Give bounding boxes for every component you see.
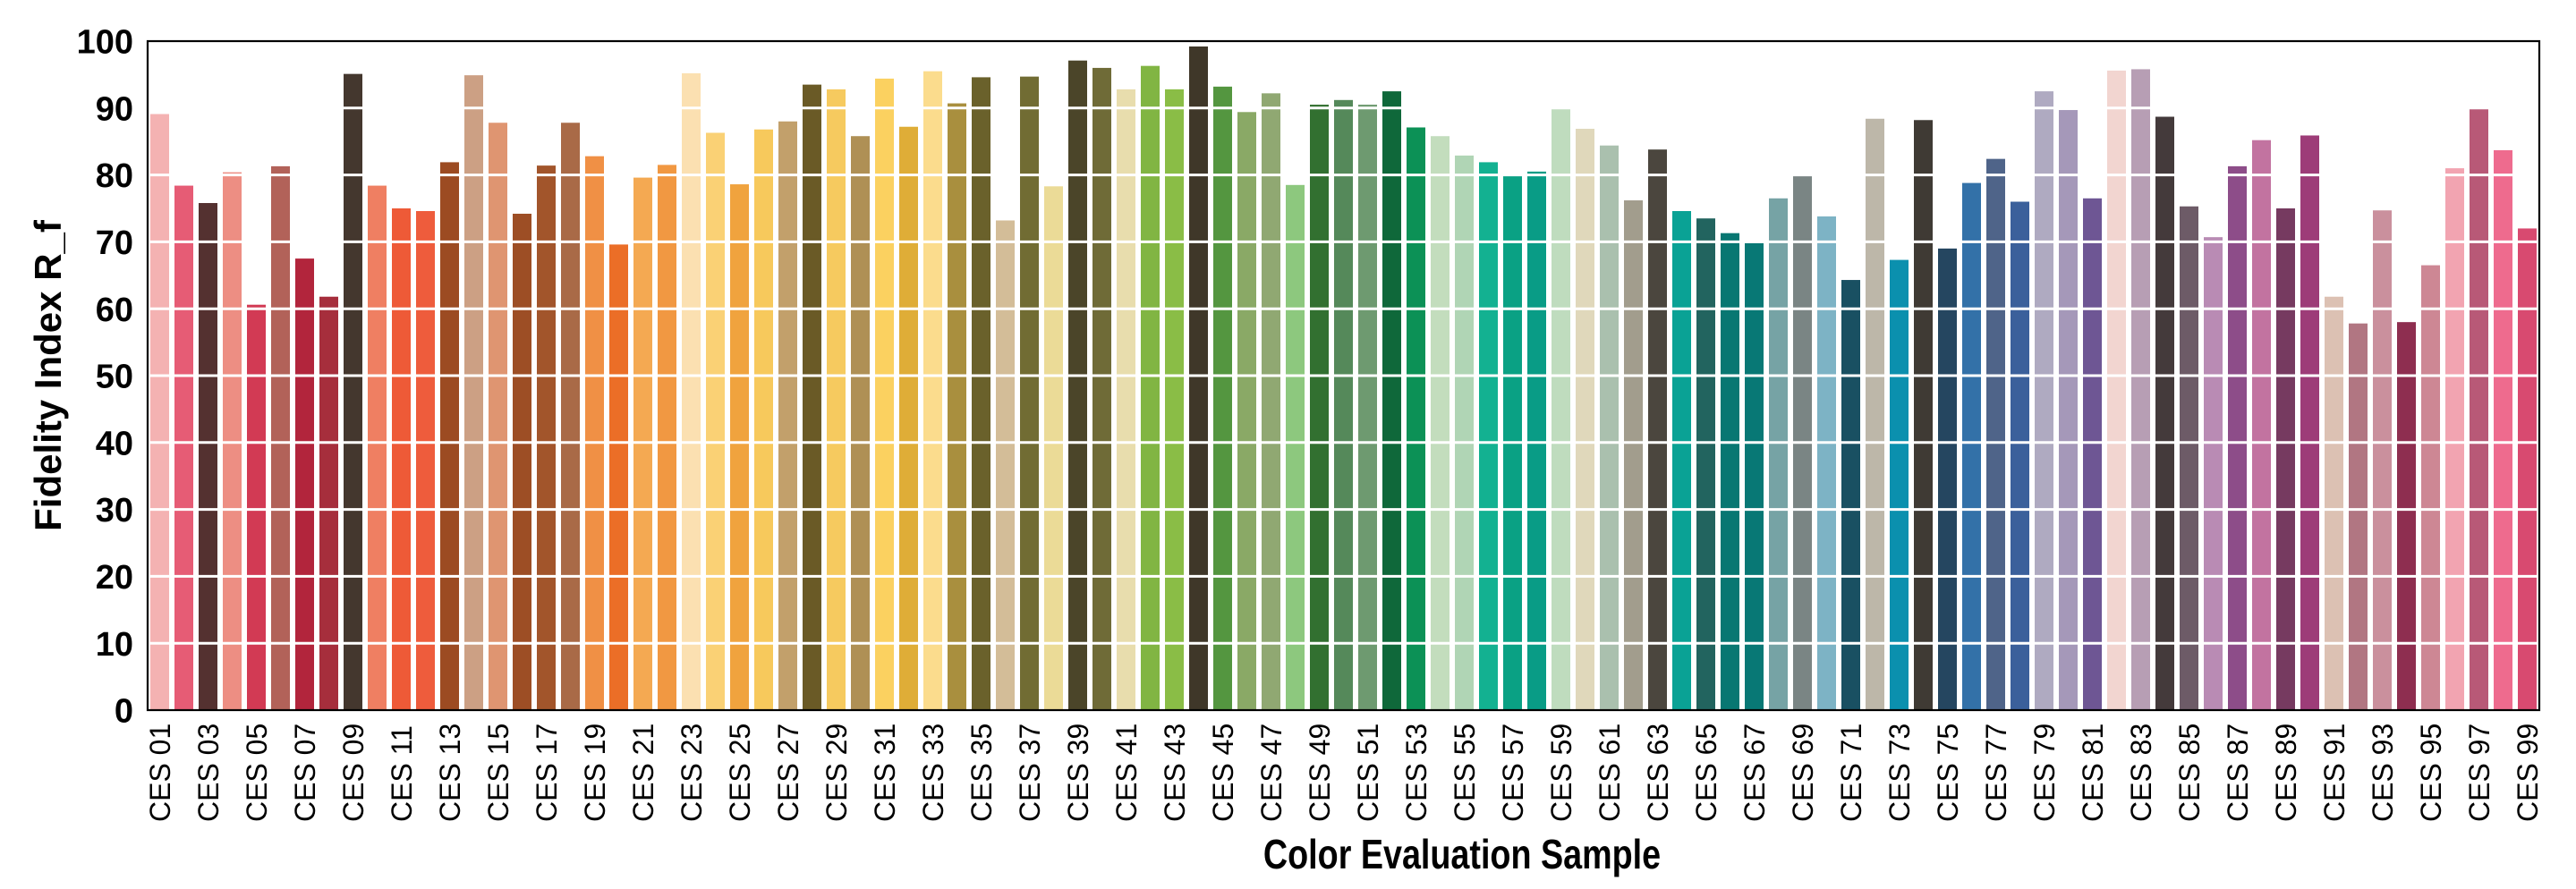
svg-text:CES 37: CES 37 bbox=[1014, 724, 1046, 822]
svg-text:CES 73: CES 73 bbox=[1883, 724, 1916, 822]
svg-text:CES 63: CES 63 bbox=[1642, 724, 1674, 822]
svg-text:0: 0 bbox=[115, 693, 133, 731]
svg-text:CES 49: CES 49 bbox=[1304, 724, 1336, 822]
svg-text:CES 99: CES 99 bbox=[2512, 724, 2544, 822]
svg-text:80: 80 bbox=[96, 157, 133, 195]
svg-text:CES 85: CES 85 bbox=[2173, 724, 2206, 822]
svg-text:CES 57: CES 57 bbox=[1497, 724, 1529, 822]
svg-text:CES 75: CES 75 bbox=[1932, 724, 1964, 822]
svg-text:CES 51: CES 51 bbox=[1352, 724, 1384, 822]
svg-text:CES 87: CES 87 bbox=[2222, 724, 2254, 822]
svg-text:CES 17: CES 17 bbox=[531, 724, 563, 822]
svg-text:CES 89: CES 89 bbox=[2270, 724, 2302, 822]
svg-text:CES 53: CES 53 bbox=[1400, 724, 1433, 822]
svg-text:CES 35: CES 35 bbox=[965, 724, 998, 822]
svg-text:CES 05: CES 05 bbox=[241, 724, 273, 822]
svg-text:CES 13: CES 13 bbox=[434, 724, 466, 822]
svg-text:CES 29: CES 29 bbox=[820, 724, 853, 822]
svg-text:CES 03: CES 03 bbox=[192, 724, 225, 822]
svg-text:20: 20 bbox=[96, 559, 133, 597]
svg-text:CES 15: CES 15 bbox=[482, 724, 514, 822]
svg-text:60: 60 bbox=[96, 292, 133, 329]
svg-text:CES 91: CES 91 bbox=[2318, 724, 2351, 822]
svg-text:CES 31: CES 31 bbox=[869, 724, 901, 822]
svg-text:CES 21: CES 21 bbox=[627, 724, 659, 822]
svg-text:CES 79: CES 79 bbox=[2028, 724, 2061, 822]
svg-text:50: 50 bbox=[96, 359, 133, 396]
svg-text:CES 11: CES 11 bbox=[386, 725, 418, 822]
svg-text:CES 01: CES 01 bbox=[144, 724, 176, 822]
svg-text:CES 67: CES 67 bbox=[1739, 724, 1771, 822]
svg-text:CES 33: CES 33 bbox=[917, 724, 949, 822]
svg-text:CES 83: CES 83 bbox=[2125, 724, 2157, 822]
svg-text:CES 47: CES 47 bbox=[1255, 724, 1288, 822]
svg-text:CES 59: CES 59 bbox=[1545, 724, 1577, 822]
svg-text:CES 55: CES 55 bbox=[1449, 724, 1481, 822]
svg-text:10: 10 bbox=[96, 626, 133, 664]
svg-text:CES 69: CES 69 bbox=[1787, 724, 1819, 822]
svg-text:CES 25: CES 25 bbox=[724, 724, 756, 822]
svg-text:100: 100 bbox=[77, 24, 133, 62]
svg-text:CES 71: CES 71 bbox=[1835, 724, 1867, 822]
svg-text:CES 27: CES 27 bbox=[772, 724, 804, 822]
svg-text:40: 40 bbox=[96, 425, 133, 462]
svg-text:CES 39: CES 39 bbox=[1062, 724, 1094, 822]
svg-text:CES 93: CES 93 bbox=[2367, 724, 2399, 822]
svg-text:CES 07: CES 07 bbox=[289, 724, 321, 822]
svg-text:CES 09: CES 09 bbox=[337, 724, 370, 822]
svg-text:CES 81: CES 81 bbox=[2077, 724, 2109, 822]
svg-text:30: 30 bbox=[96, 492, 133, 529]
svg-text:Fidelity Index R_f: Fidelity Index R_f bbox=[27, 219, 69, 531]
svg-text:CES 95: CES 95 bbox=[2415, 724, 2447, 822]
svg-text:90: 90 bbox=[96, 90, 133, 128]
svg-text:CES 77: CES 77 bbox=[1980, 724, 2012, 822]
svg-text:CES 97: CES 97 bbox=[2463, 724, 2495, 822]
svg-text:CES 65: CES 65 bbox=[1690, 724, 1722, 822]
svg-text:Color Evaluation Sample: Color Evaluation Sample bbox=[1263, 831, 1661, 876]
svg-text:CES 45: CES 45 bbox=[1207, 724, 1239, 822]
svg-text:CES 43: CES 43 bbox=[1159, 724, 1191, 822]
svg-text:CES 61: CES 61 bbox=[1594, 724, 1626, 822]
svg-text:CES 19: CES 19 bbox=[579, 724, 611, 822]
svg-text:CES 23: CES 23 bbox=[676, 724, 708, 822]
svg-text:70: 70 bbox=[96, 224, 133, 262]
svg-text:CES 41: CES 41 bbox=[1110, 724, 1143, 822]
